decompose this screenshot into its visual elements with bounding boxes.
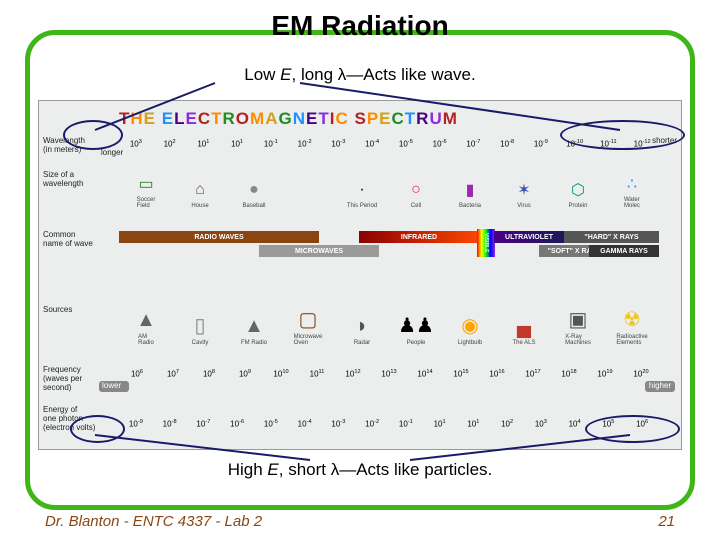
text: E [280,65,291,84]
text: High [228,460,268,479]
text: Low [244,65,280,84]
annotation-low-energy: Low E, long λ—Acts like wave. [0,65,720,85]
label-size: Size of awavelength [43,171,103,189]
label-sources: Sources [43,306,103,315]
footer-page-number: 21 [658,513,675,530]
size-comparison-row: ▭SoccerField⌂House●Baseball·This Period○… [119,159,659,209]
frequency-scale: 1061071081091010101110121013101410151016… [119,369,659,383]
text: , long λ—Acts like wave. [292,65,476,84]
label-lower: lower [99,381,129,392]
label-frequency: Frequency(waves persecond) [43,366,103,392]
wave-bands: RADIO WAVESMICROWAVESINFRAREDVISIBLEULTR… [119,231,659,261]
annotation-high-energy: High E, short λ—Acts like particles. [0,460,720,480]
footer-left: Dr. Blanton - ENTC 4337 - Lab 2 [45,513,262,530]
text: E [267,460,278,479]
label-longer: longer [101,149,131,158]
label-higher: higher [645,381,675,392]
slide-footer: Dr. Blanton - ENTC 4337 - Lab 2 21 [45,513,675,530]
text: , short λ—Acts like particles. [279,460,493,479]
spectrum-title: THE ELECTROMAGNETIC SPECTRUM [119,109,458,129]
slide-title: EM Radiation [0,10,720,42]
sources-row: ▲AMRadio▯Cavity▲FM Radio▢MicrowaveOven◗R… [119,291,659,346]
label-common-name: Commonname of wave [43,231,103,249]
energy-scale: 10-910-810-710-610-510-410-310-210-11011… [119,419,659,433]
spectrum-diagram: THE ELECTROMAGNETIC SPECTRUM Wavelength(… [38,100,682,450]
